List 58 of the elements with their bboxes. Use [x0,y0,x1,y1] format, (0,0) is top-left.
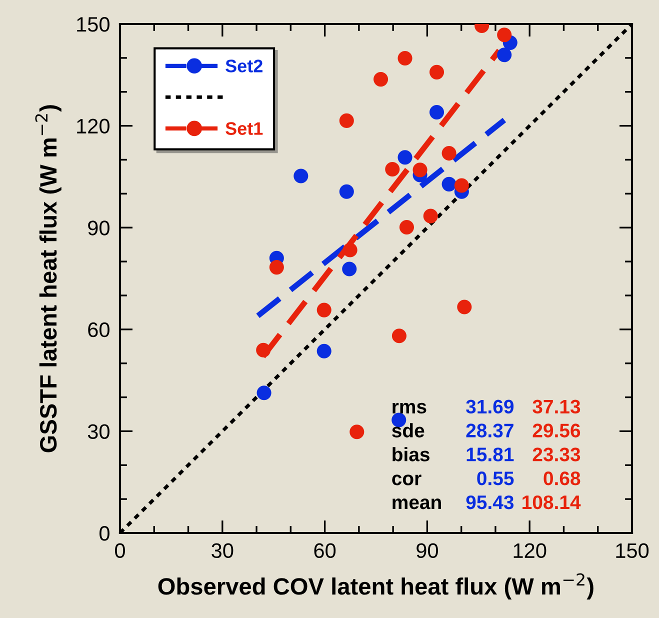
annotation: 108.14 [522,495,581,510]
annotation: 0.55 [477,472,514,486]
point [316,302,332,318]
x-tick-label: 60 [314,543,336,558]
x-tick-label: 90 [416,543,438,558]
point [442,176,456,192]
point [412,162,428,178]
point [392,328,406,344]
point [339,113,354,128]
y-tick-label: 0 [100,526,110,541]
y-tick-label: 60 [88,322,110,338]
annotation: cor [392,474,422,486]
point [442,146,456,161]
y-tick-label: 120 [77,118,110,134]
point [385,162,400,177]
point [316,344,332,358]
legend-label: Set2 [226,60,262,72]
x-tick-label: 150 [616,543,649,558]
point [398,50,412,66]
x-tick-label: 30 [212,543,234,558]
x-axis-title: Observed COV latent heat flux (W m$^{−2}$) [158,573,594,600]
point [342,242,358,258]
point [339,184,354,199]
point [457,300,472,314]
annotation: 0.68 [544,472,580,486]
point [342,262,357,276]
annotation: 28.37 [466,424,514,438]
point [399,220,414,235]
point [294,168,308,184]
legend-label: Set1 [226,122,263,135]
point [497,28,512,42]
x-tick-label: 0 [115,543,125,558]
point [398,150,412,165]
y-tick-label: 150 [77,17,110,32]
point [269,260,284,275]
annotation: rms [392,402,426,414]
x-tick-label: 120 [514,543,546,558]
point [454,178,469,193]
point [256,386,272,400]
annotation: bias [392,447,430,462]
point [429,104,444,120]
point [429,64,444,80]
annotation: 95.43 [466,495,514,510]
annotation: 37.13 [532,400,580,414]
point [373,72,388,87]
annotation: mean [392,498,441,510]
annotation: 31.69 [466,400,514,414]
annotation: 29.56 [532,424,580,438]
point [423,208,438,224]
annotation: 15.81 [466,448,514,462]
point [497,48,512,62]
point [256,342,271,358]
annotation: sde [392,423,424,438]
annotation: 23.33 [532,448,580,462]
point [350,424,364,440]
y-axis-title: GSSTF latent heat flux (W m$^{−2}$) [35,105,62,452]
y-tick-label: 90 [88,220,110,236]
y-tick-label: 30 [88,424,110,439]
